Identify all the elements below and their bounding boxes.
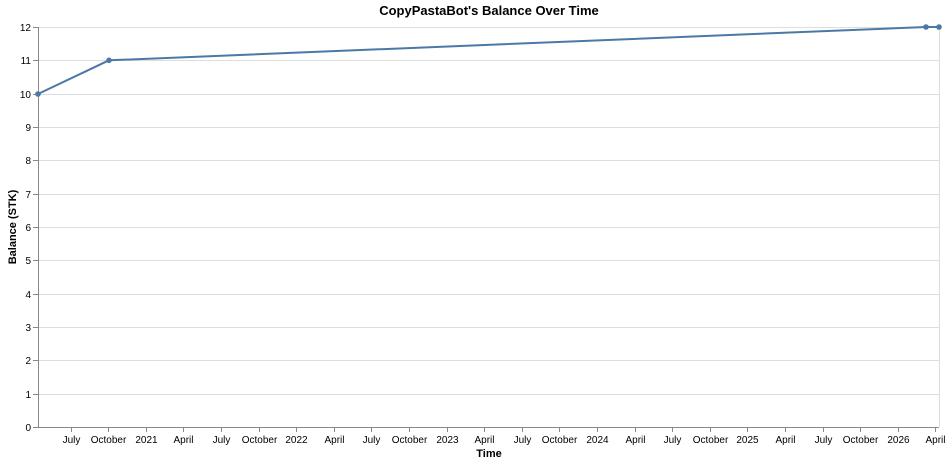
y-tick-label: 12: [20, 23, 32, 34]
y-tick-label: 11: [21, 56, 32, 67]
y-tick-label: 4: [25, 290, 31, 301]
y-tick-label: 3: [25, 323, 31, 334]
x-tick-label: October: [91, 435, 127, 446]
x-tick-label: April: [775, 435, 795, 446]
x-tick-label: October: [392, 435, 428, 446]
x-axis: July October 2021 April July October 2022 April…: [38, 427, 946, 446]
y-tick-label: 7: [25, 190, 31, 201]
chart-title: CopyPastaBot's Balance Over Time: [379, 3, 599, 18]
x-tick-label: April: [324, 435, 344, 446]
y-tick-label: 1: [25, 390, 31, 401]
x-tick-label: October: [242, 435, 278, 446]
y-tick-label: 10: [20, 90, 32, 101]
balance-line: [37, 26, 939, 95]
data-point[interactable]: [106, 57, 112, 64]
data-point[interactable]: [35, 91, 41, 97]
data-series: [35, 24, 942, 97]
x-tick-label: October: [542, 435, 578, 446]
y-tick-label: 9: [25, 123, 31, 134]
y-tick-label: 2: [25, 356, 31, 367]
x-tick-label: July: [514, 435, 532, 446]
y-tick-label: 6: [25, 223, 31, 234]
x-tick-label: April: [625, 435, 645, 446]
x-tick-label: July: [815, 435, 833, 446]
data-point[interactable]: [936, 24, 942, 30]
x-tick-label: October: [843, 435, 879, 446]
x-tick-label: July: [213, 435, 231, 446]
y-tick-label: 0: [25, 423, 31, 434]
x-tick-label: 2025: [736, 435, 759, 446]
x-axis-title: Time: [476, 448, 501, 460]
x-tick-label: April: [173, 435, 193, 446]
y-axis-title: Balance (STK): [7, 189, 19, 264]
x-tick-label: October: [693, 435, 729, 446]
x-tick-label: April: [474, 435, 494, 446]
x-tick-label: April: [925, 435, 945, 446]
x-tick-label: 2021: [135, 435, 158, 446]
x-tick-label: July: [664, 435, 682, 446]
y-tick-label: 5: [25, 256, 31, 267]
x-tick-label: 2023: [436, 435, 459, 446]
x-tick-label: 2022: [285, 435, 308, 446]
x-tick-label: July: [63, 435, 81, 446]
y-tick-label: 8: [25, 156, 31, 167]
x-tick-label: 2024: [586, 435, 609, 446]
data-point[interactable]: [923, 24, 929, 30]
x-tick-label: July: [363, 435, 381, 446]
gridlines: [38, 27, 940, 428]
x-tick-label: 2026: [887, 435, 910, 446]
